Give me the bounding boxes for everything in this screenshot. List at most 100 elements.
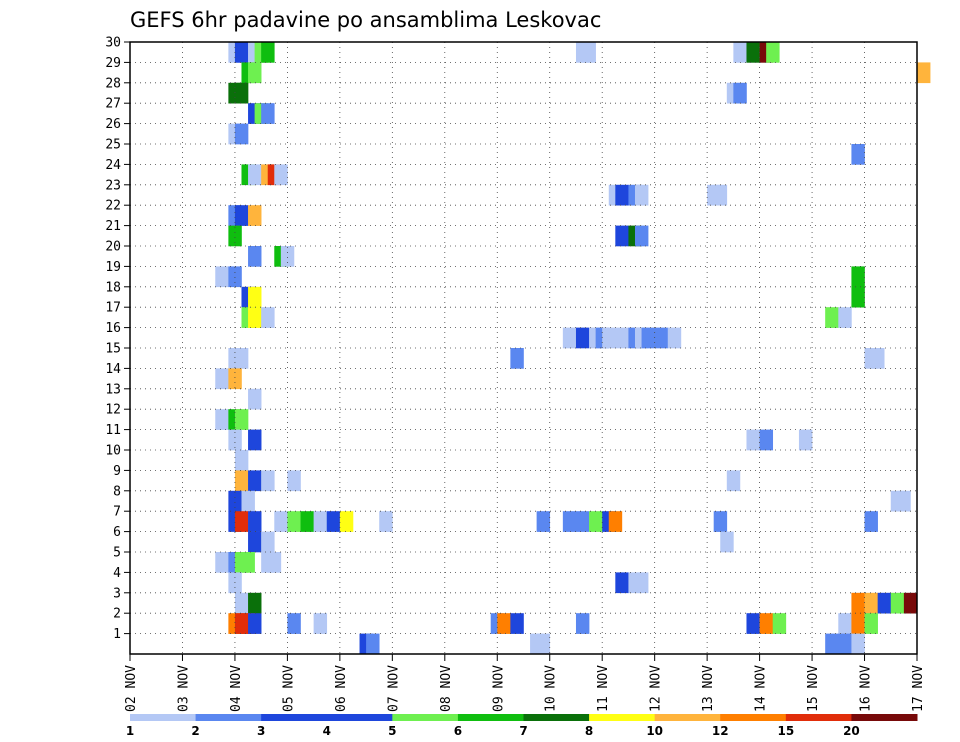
heatmap-cell: [248, 592, 262, 614]
heatmap-cell: [300, 511, 314, 532]
heatmap-cell: [634, 184, 649, 206]
colorbar-segment: [720, 714, 787, 721]
heatmap-cell: [215, 409, 229, 430]
heatmap-cell: [280, 246, 295, 267]
y-tick-label: 24: [105, 158, 121, 173]
colorbar-segment: [261, 714, 328, 721]
heatmap-cell: [864, 511, 878, 532]
colorbar-label: 10: [646, 724, 663, 738]
y-tick-label: 22: [105, 199, 121, 214]
heatmap-cell: [313, 613, 328, 634]
heatmap-cell: [851, 633, 865, 655]
heatmap-cell: [248, 205, 262, 226]
x-tick-label: 02 NOV: [124, 665, 139, 712]
x-tick-label: 11 NOV: [596, 665, 611, 712]
y-tick-label: 4: [113, 566, 121, 581]
y-tick-label: 29: [105, 56, 121, 71]
heatmap-cell: [838, 613, 852, 634]
heatmap-cell: [234, 348, 249, 369]
heatmap-cell: [274, 511, 288, 532]
colorbar-label: 1: [126, 724, 134, 738]
y-tick-label: 5: [113, 546, 121, 561]
heatmap-cell: [746, 42, 760, 63]
heatmap-cell: [897, 490, 911, 512]
colorbar-label: 12: [712, 724, 729, 738]
heatmap-cell: [261, 42, 275, 63]
heatmap-cell: [234, 450, 249, 471]
heatmap-cell: [248, 62, 262, 84]
heatmap-cell: [634, 225, 649, 247]
x-tick-label: 16 NOV: [859, 665, 874, 712]
heatmap-cell: [248, 429, 262, 451]
y-tick-label: 27: [105, 97, 121, 112]
heatmap-cell: [228, 225, 242, 247]
heatmap-cell: [713, 511, 728, 532]
x-axis-ticks: 02 NOV 03 NOV 04 NOV 05 NOV 06 NOV 07 NOV 08 N…: [124, 654, 926, 712]
heatmap-cell: [234, 592, 249, 614]
y-tick-label: 12: [105, 403, 121, 418]
heatmap-cell: [287, 511, 301, 532]
heatmap-cell: [510, 348, 524, 369]
heatmap-cell: [890, 592, 905, 614]
y-tick-label: 16: [105, 321, 121, 336]
colorbar-segment: [195, 714, 262, 721]
heatmap-cell: [851, 266, 865, 288]
heatmap-cell: [234, 42, 249, 63]
heatmap-cell: [615, 572, 629, 594]
heatmap-cell: [615, 184, 629, 206]
heatmap-cell: [851, 613, 865, 634]
heatmap-cell: [248, 613, 262, 634]
x-tick-label: 10 NOV: [544, 665, 559, 712]
heatmap-cells: [215, 42, 931, 655]
heatmap-cell: [864, 592, 878, 614]
heatmap-cell: [228, 490, 242, 512]
colorbar: 1 2 3 4 5 6 7 8 10 12 15 20: [126, 714, 918, 738]
heatmap-cell: [248, 511, 262, 532]
heatmap-cell: [261, 531, 275, 553]
heatmap-cell: [877, 592, 892, 614]
heatmap-cell: [903, 592, 918, 614]
heatmap-cell: [248, 164, 262, 186]
heatmap-cell: [772, 613, 787, 634]
heatmap-cell: [575, 511, 590, 532]
heatmap-cell: [241, 552, 255, 573]
heatmap-cell: [798, 429, 813, 451]
colorbar-segment: [589, 714, 656, 721]
heatmap-cell: [608, 511, 623, 532]
heatmap-cell: [228, 368, 242, 390]
y-tick-label: 13: [105, 382, 121, 397]
heatmap-cell: [313, 511, 328, 532]
heatmap-cell: [215, 266, 229, 288]
heatmap-cell: [864, 613, 878, 634]
colorbar-segment: [392, 714, 459, 721]
heatmap-cell: [261, 470, 275, 492]
colorbar-segment: [457, 714, 524, 721]
heatmap-cell: [234, 123, 249, 145]
heatmap-cell: [248, 388, 262, 410]
y-tick-label: 6: [113, 525, 121, 540]
heatmap-cell: [759, 429, 774, 451]
colorbar-label: 15: [777, 724, 794, 738]
heatmap-cell: [582, 42, 596, 63]
heatmap-cell: [733, 42, 747, 63]
y-tick-label: 9: [113, 464, 121, 479]
heatmap-cell: [215, 552, 229, 573]
heatmap-cell: [234, 470, 249, 492]
heatmap-cell: [234, 409, 249, 430]
heatmap-cell: [248, 246, 262, 267]
heatmap-cell: [248, 286, 262, 308]
colorbar-label: 6: [454, 724, 462, 738]
heatmap-cell: [641, 327, 655, 349]
x-tick-label: 07 NOV: [386, 665, 401, 712]
heatmap-cell: [261, 103, 275, 124]
x-tick-label: 15 NOV: [806, 665, 821, 712]
heatmap-cell: [562, 511, 577, 532]
heatmap-cell: [838, 633, 852, 655]
heatmap-cell: [274, 164, 288, 186]
heatmap-cell: [759, 613, 774, 634]
heatmap-cell: [215, 368, 229, 390]
y-tick-label: 7: [113, 505, 121, 520]
heatmap-cell: [228, 429, 242, 451]
heatmap-cell: [234, 205, 249, 226]
